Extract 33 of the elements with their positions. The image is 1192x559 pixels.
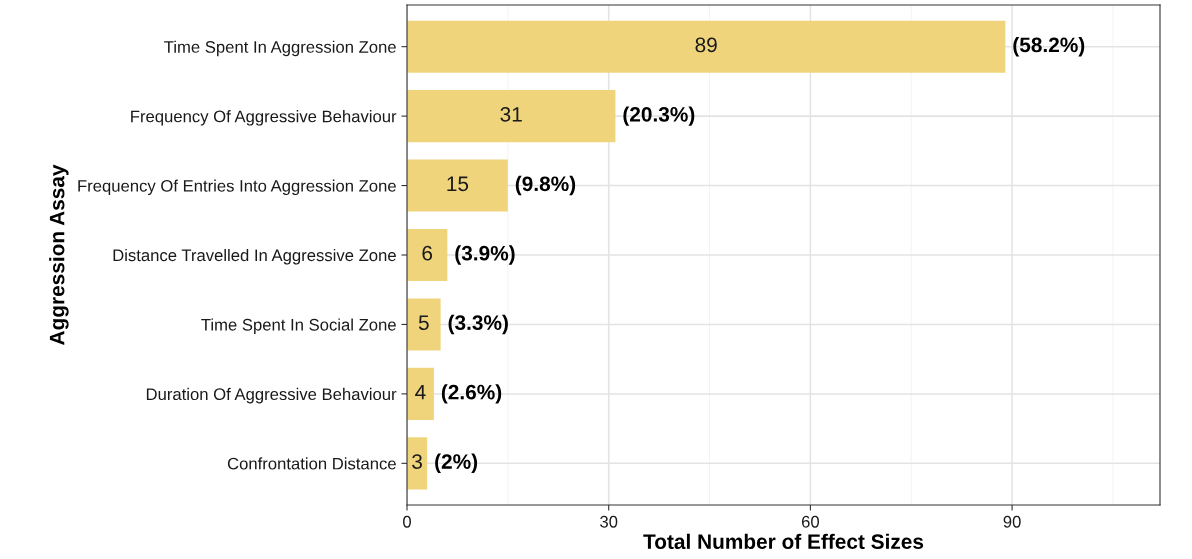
y-tick-label: Frequency Of Aggressive Behaviour bbox=[131, 110, 397, 126]
data-label: 31 bbox=[500, 106, 522, 122]
bar bbox=[407, 367, 434, 420]
bar bbox=[407, 90, 616, 143]
annotation: (3.3%) bbox=[448, 314, 508, 335]
data-label: 15 bbox=[447, 176, 469, 192]
y-tick-label: Distance Travelled In Aggressive Zone bbox=[113, 248, 396, 265]
x-tick-label: 60 bbox=[801, 515, 820, 528]
annotation: (2.6%) bbox=[441, 384, 502, 404]
y-tick-label: Duration Of Aggressive Behaviour bbox=[146, 387, 397, 404]
data-label: 89 bbox=[695, 37, 717, 53]
annotation: (3.9%) bbox=[455, 245, 515, 265]
x-tick-label: 0 bbox=[403, 515, 411, 528]
x-tick-label: 90 bbox=[1003, 515, 1021, 528]
bar bbox=[407, 298, 441, 351]
data-label: 5 bbox=[418, 315, 429, 331]
bar bbox=[407, 228, 448, 282]
annotation: (58.2%) bbox=[1013, 36, 1085, 57]
y-tick-label: Time Spent In Aggression Zone bbox=[164, 40, 396, 57]
data-label: 6 bbox=[422, 245, 433, 261]
bar bbox=[407, 20, 1006, 73]
data-label: 3 bbox=[412, 454, 422, 469]
annotation: (20.3%) bbox=[623, 106, 695, 126]
bar bbox=[407, 159, 508, 212]
x-tick-label: 30 bbox=[600, 515, 618, 528]
y-tick-label: Confrontation Distance bbox=[227, 457, 396, 470]
x-axis-title: Total Number of Effect Sizes bbox=[643, 533, 924, 550]
y-axis-title: Aggression Assay bbox=[49, 164, 69, 345]
y-tick-label: Frequency Of Entries Into Aggression Zone bbox=[78, 179, 396, 196]
annotation: (2%) bbox=[435, 453, 478, 474]
y-tick-label: Time Spent In Social Zone bbox=[201, 318, 396, 334]
data-label: 4 bbox=[415, 384, 426, 400]
annotation: (9.8%) bbox=[515, 175, 576, 196]
